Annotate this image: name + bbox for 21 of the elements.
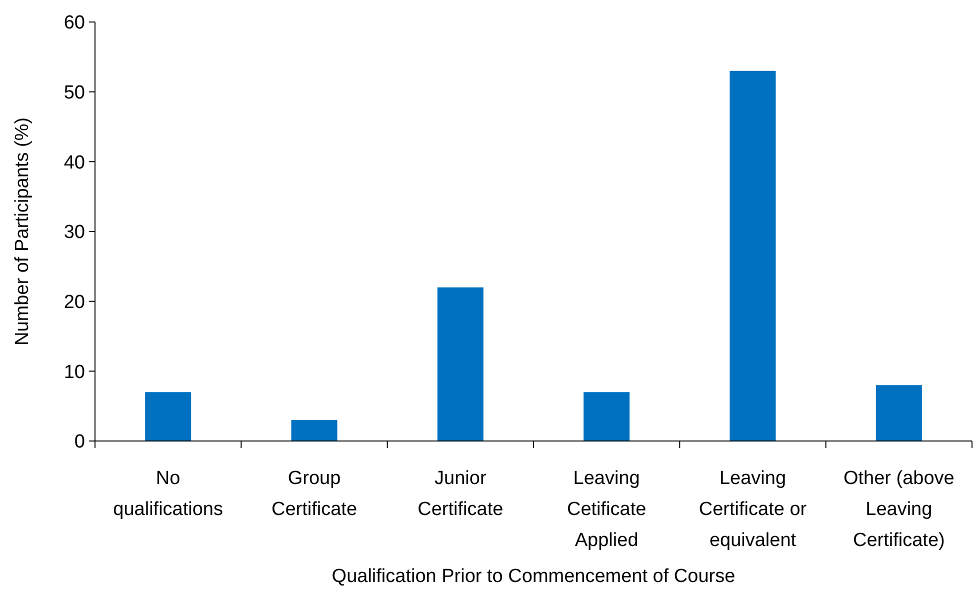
x-tick-label: Other (above Leaving Certificate)	[843, 468, 954, 551]
y-tick-label: 60	[64, 12, 85, 34]
bar	[730, 70, 776, 441]
x-tick-label: Junior Certificate	[418, 468, 504, 520]
x-tick-label: No qualifications	[113, 468, 224, 520]
x-axis-title: Qualification Prior to Commencement of Course	[332, 566, 736, 587]
y-tick-label: 30	[64, 222, 85, 244]
bar	[437, 287, 484, 441]
x-tick-label: Leaving Certificate or equivalent	[698, 468, 808, 551]
y-tick-label: 50	[64, 82, 85, 104]
x-tick-label: Group Certificate	[271, 468, 358, 520]
bar	[291, 420, 338, 441]
x-tick-label: Leaving Cetificate Applied	[566, 468, 646, 551]
y-tick-label: 10	[64, 362, 85, 383]
y-tick-label: 0	[74, 432, 85, 453]
y-tick-label: 20	[64, 292, 85, 313]
y-tick-label: 40	[64, 152, 85, 174]
bar	[584, 392, 630, 441]
bar	[145, 392, 192, 441]
y-axis-title: Number of Participants (%)	[12, 117, 33, 346]
bar	[876, 385, 922, 441]
